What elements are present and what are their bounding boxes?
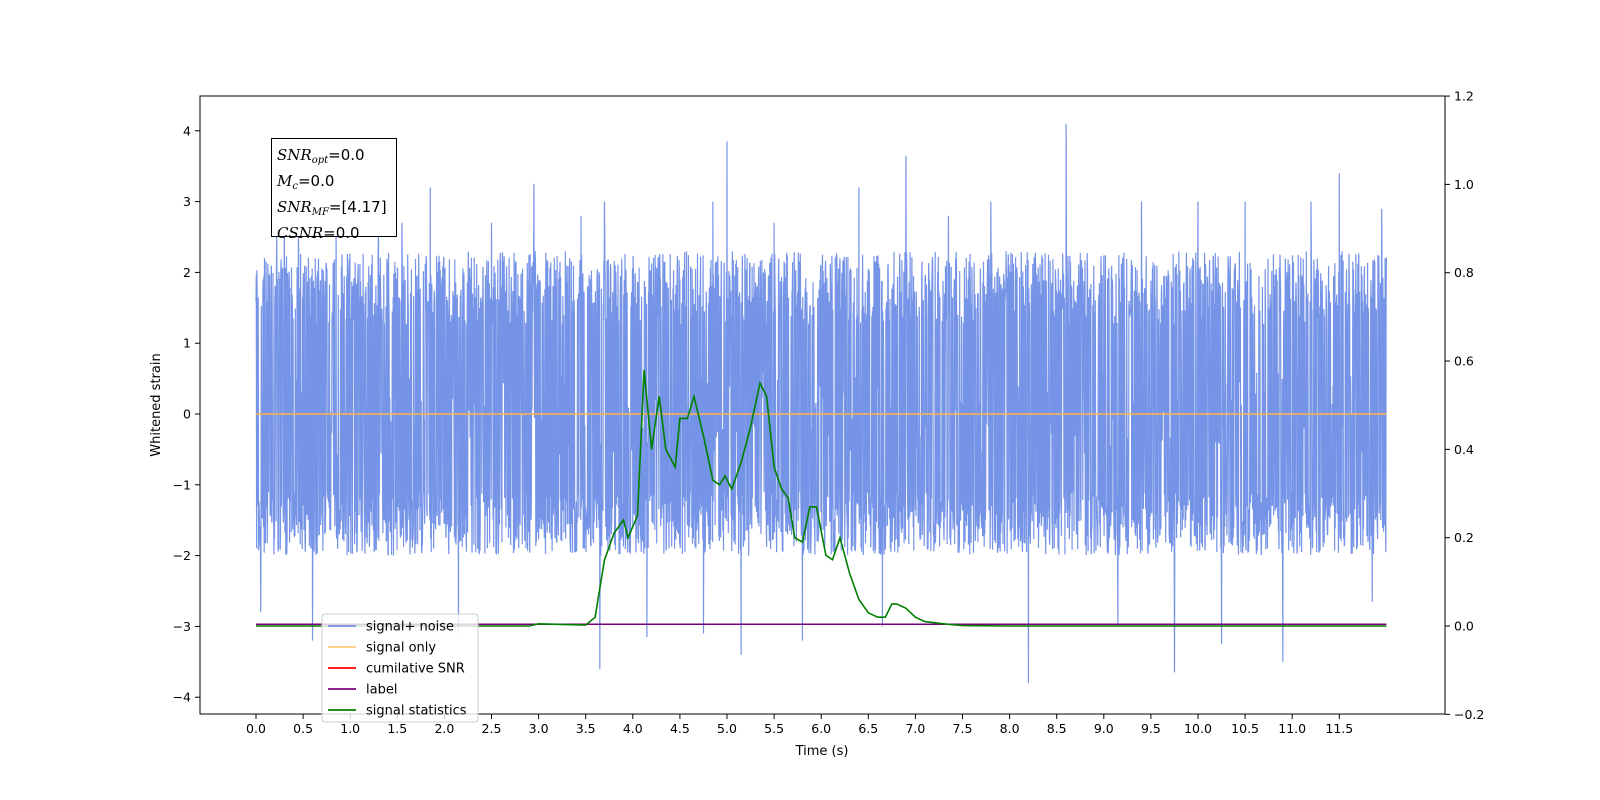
x-axis: 0.0 0.5 1.0 1.5 2.0 2.5 3.0 3.5 4.0 4.5 5.0 5.5 6.0 6… [246, 714, 1353, 736]
x-tick-label: 9.5 [1141, 721, 1161, 736]
x-tick-label: 11.0 [1278, 721, 1306, 736]
annotation-snr-mf: SNRMF=[4.17] [277, 198, 387, 218]
x-tick-label: 10.0 [1184, 721, 1212, 736]
legend-entry: signal statistics [328, 704, 467, 719]
y2-axis: 1.2 1.0 0.8 0.6 0.4 0.2 0.0 −0.2 [1445, 89, 1484, 722]
legend-entry: label [328, 683, 397, 698]
y-tick-label: 0 [183, 407, 191, 422]
x-tick-label: 3.5 [576, 721, 596, 736]
x-tick-label: 1.0 [340, 721, 360, 736]
annotation-snr-opt: SNRopt=0.0 [277, 146, 365, 166]
x-tick-label: 8.0 [1000, 721, 1020, 736]
y-tick-label: 1 [183, 336, 191, 351]
legend-label: signal+ noise [366, 620, 454, 635]
legend: signal+ noise signal only cumilative SNR la… [321, 613, 479, 723]
x-axis-label: Time (s) [795, 744, 849, 759]
y-tick-label: 2 [183, 265, 191, 280]
x-tick-label: 0.5 [293, 721, 313, 736]
signal-statistics-line [256, 369, 1387, 627]
noise-trace [255, 123, 1388, 684]
x-tick-label: 9.0 [1094, 721, 1114, 736]
legend-entry: signal+ noise [328, 620, 454, 635]
x-tick-label: 2.0 [434, 721, 454, 736]
x-tick-label: 5.5 [764, 721, 784, 736]
y2-tick-label: 0.2 [1454, 530, 1474, 545]
y-axis-label: Whitened strain [149, 353, 164, 456]
y-tick-label: −4 [173, 690, 191, 705]
y2-tick-label: 0.8 [1454, 265, 1474, 280]
legend-entry: signal only [328, 641, 436, 656]
x-tick-label: 7.0 [905, 721, 925, 736]
plot-frame [199, 95, 1446, 715]
y-tick-label: 4 [183, 123, 191, 138]
y2-tick-label: 1.2 [1454, 89, 1474, 104]
y2-tick-label: 1.0 [1454, 177, 1474, 192]
y2-tick-label: 0.6 [1454, 354, 1474, 369]
annotation-csnr: CSNR=0.0 [277, 224, 360, 242]
x-tick-label: 10.5 [1231, 721, 1259, 736]
y2-tick-label: 0.4 [1454, 442, 1474, 457]
y-axis: 4 3 2 1 0 −1 −2 −3 −4 [173, 123, 200, 705]
x-tick-label: 1.5 [387, 721, 407, 736]
x-tick-label: 6.5 [858, 721, 878, 736]
x-tick-label: 8.5 [1047, 721, 1067, 736]
x-tick-label: 6.0 [811, 721, 831, 736]
legend-entry: cumilative SNR [328, 662, 465, 677]
x-tick-label: 0.0 [246, 721, 266, 736]
x-tick-label: 5.0 [717, 721, 737, 736]
legend-label: signal statistics [366, 704, 467, 719]
legend-label: signal only [366, 641, 436, 656]
x-tick-label: 2.5 [482, 721, 502, 736]
annotation-mc: Mc=0.0 [277, 172, 335, 192]
legend-label: label [366, 683, 397, 698]
x-tick-label: 7.5 [953, 721, 973, 736]
annotation-box: SNRopt=0.0 Mc=0.0 SNRMF=[4.17] CSNR=0.0 [271, 138, 397, 242]
y2-tick-label: 0.0 [1454, 619, 1474, 634]
x-tick-label: 11.5 [1325, 721, 1353, 736]
x-tick-label: 4.5 [670, 721, 690, 736]
y-tick-label: −3 [173, 619, 191, 634]
series-signal-noise [255, 123, 1388, 684]
y2-tick-label: −0.2 [1454, 707, 1484, 722]
legend-frame [321, 613, 479, 723]
legend-label: cumilative SNR [366, 662, 465, 677]
x-tick-label: 4.0 [623, 721, 643, 736]
y-tick-label: −1 [173, 477, 191, 492]
y-tick-label: 3 [183, 194, 191, 209]
y-tick-label: −2 [173, 548, 191, 563]
x-tick-label: 3.0 [529, 721, 549, 736]
